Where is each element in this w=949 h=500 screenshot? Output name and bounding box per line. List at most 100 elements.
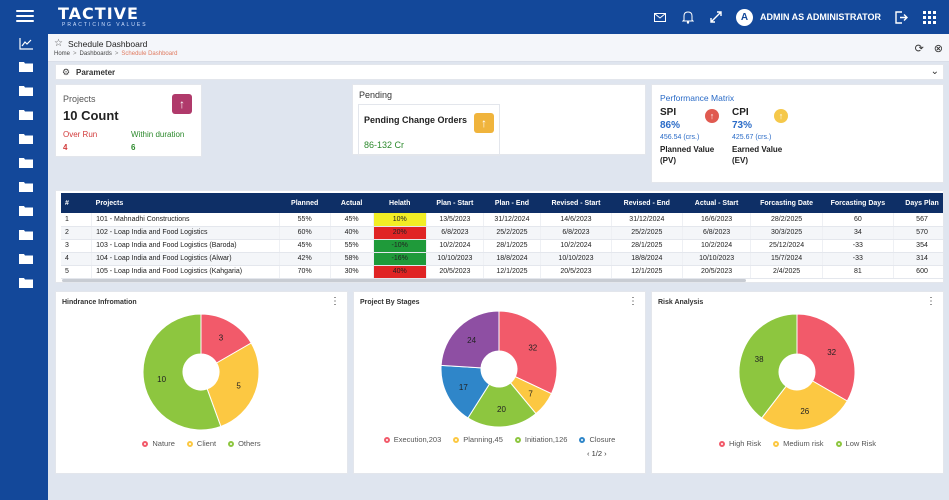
parameter-panel[interactable]: ⚙ Parameter ⌄: [55, 64, 944, 80]
donut-slice-low-risk[interactable]: [738, 313, 798, 419]
column-header[interactable]: Forcasting Date: [750, 193, 823, 213]
donut-value-label: 24: [467, 336, 476, 345]
chevron-left-icon[interactable]: ‹: [587, 449, 590, 458]
folder-icon[interactable]: [19, 277, 33, 288]
table-cell: 20/5/2023: [540, 265, 612, 279]
legend-label: Closure: [589, 435, 616, 444]
legend-label: Initiation,126: [524, 435, 568, 444]
table-cell: 6/8/2023: [682, 226, 752, 240]
table-row[interactable]: 1 101 - Mahnadhi Constructions 55% 45% 1…: [61, 213, 943, 227]
cpi-block: CPI 73% 425.67 (crs.) Earned Value (EV): [732, 107, 812, 166]
folder-icon[interactable]: [19, 61, 33, 72]
legend-item[interactable]: Nature: [142, 439, 175, 448]
menu-icon[interactable]: [16, 10, 34, 22]
chevron-down-icon[interactable]: ⌄: [930, 66, 939, 77]
column-header[interactable]: #: [61, 193, 92, 213]
avatar[interactable]: A: [736, 8, 753, 26]
table-row[interactable]: 2 102 - Loap India and Food Logistics 60…: [61, 226, 943, 240]
arrow-up-icon[interactable]: ↑: [172, 94, 192, 114]
table-cell: 30%: [330, 265, 374, 279]
more-vertical-icon[interactable]: ⋮: [330, 296, 340, 307]
column-header[interactable]: Planned: [279, 193, 331, 213]
refresh-icon[interactable]: ⟳: [914, 43, 924, 55]
user-name[interactable]: ADMIN AS ADMINISTRATOR: [760, 12, 881, 22]
legend-item[interactable]: Planning,45: [453, 435, 503, 444]
legend-item[interactable]: Closure: [579, 435, 615, 444]
table-row[interactable]: 5 105 - Loap India and Food Logistics (K…: [61, 265, 943, 279]
arrow-up-icon[interactable]: ↑: [474, 113, 494, 133]
within-duration-value: 6: [131, 143, 136, 152]
bell-icon[interactable]: [680, 9, 696, 25]
logo-tagline: PRACTICING VALUES: [62, 22, 148, 28]
legend-item[interactable]: Initiation,126: [514, 435, 568, 444]
table-cell: 10/2/2024: [682, 239, 752, 253]
folder-icon[interactable]: [19, 205, 33, 216]
column-header[interactable]: Projects: [91, 193, 280, 213]
table-row[interactable]: 4 104 - Loap India and Food Logistics (A…: [61, 252, 943, 266]
arrow-up-icon[interactable]: ↑: [774, 109, 788, 123]
column-header[interactable]: Plan - Start: [426, 193, 484, 213]
column-header[interactable]: Forcasting Days: [822, 193, 894, 213]
column-header[interactable]: Plan - End: [483, 193, 541, 213]
legend-label: Execution,203: [393, 435, 442, 444]
arrow-up-icon[interactable]: ↑: [705, 109, 719, 123]
star-icon[interactable]: ☆: [54, 38, 63, 49]
breadcrumb-home[interactable]: Home: [54, 51, 71, 57]
donut-slice-others[interactable]: [142, 313, 222, 431]
folder-icon[interactable]: [19, 109, 33, 120]
donut-slice-other[interactable]: [440, 310, 500, 369]
mail-icon[interactable]: [652, 9, 668, 25]
performance-matrix-card: Performance Matrix SPI 86% 456.54 (crs.)…: [651, 84, 944, 183]
page-header: ☆ Schedule Dashboard Home > Dashboards > Sch…: [48, 34, 949, 62]
folder-icon[interactable]: [19, 133, 33, 144]
folder-icon[interactable]: [19, 85, 33, 96]
donut-slice-initiation[interactable]: [467, 382, 537, 428]
more-vertical-icon[interactable]: ⋮: [628, 296, 638, 307]
folder-icon[interactable]: [19, 253, 33, 264]
donut-value-label: 38: [755, 355, 764, 364]
column-header[interactable]: Days Plan: [893, 193, 943, 213]
table-scrollbar[interactable]: [62, 279, 746, 282]
donut-slice-high-risk[interactable]: [796, 313, 856, 402]
table-row[interactable]: 3 103 - Loap India and Food Logistics (B…: [61, 239, 943, 253]
donut-slice-client[interactable]: [206, 342, 260, 428]
column-header[interactable]: Actual: [330, 193, 374, 213]
legend-item[interactable]: Others: [228, 439, 261, 448]
legend-label: Nature: [152, 439, 175, 448]
apps-grid-icon[interactable]: [921, 9, 937, 25]
health-cell: 20%: [373, 226, 427, 240]
legend-item[interactable]: Client: [186, 439, 216, 448]
legend-item[interactable]: Low Risk: [835, 439, 876, 448]
column-header[interactable]: Revised - Start: [540, 193, 612, 213]
hindrance-chart-card: Hindrance Infromation ⋮ 3 5 10 Nature Clie…: [55, 291, 348, 474]
folder-icon[interactable]: [19, 157, 33, 168]
folder-icon[interactable]: [19, 229, 33, 240]
pending-change-orders-tile[interactable]: Pending Change Orders ↑ 86-132 Cr: [358, 104, 500, 156]
health-cell: -16%: [373, 252, 427, 266]
folder-icon[interactable]: [19, 181, 33, 192]
legend-item[interactable]: Medium risk: [773, 439, 824, 448]
cpi-amount: 425.67 (crs.): [732, 134, 772, 141]
table-cell: 567: [893, 213, 943, 227]
more-vertical-icon[interactable]: ⋮: [926, 296, 936, 307]
legend-item[interactable]: Execution,203: [383, 435, 442, 444]
chart-icon[interactable]: [19, 38, 33, 50]
column-header[interactable]: Helath: [373, 193, 427, 213]
chevron-right-icon[interactable]: ›: [604, 449, 607, 458]
table-cell: 34: [822, 226, 895, 240]
cpi-label: CPI: [732, 107, 749, 118]
column-header[interactable]: Actual - Start: [682, 193, 751, 213]
legend-item[interactable]: High Risk: [719, 439, 761, 448]
column-header[interactable]: Revised - End: [611, 193, 683, 213]
expand-icon[interactable]: [708, 9, 724, 25]
donut-value-label: 7: [528, 390, 533, 399]
close-icon[interactable]: ⊗: [933, 43, 943, 55]
table-cell: 4: [61, 252, 93, 266]
breadcrumb-dashboards[interactable]: Dashboards: [79, 51, 112, 57]
table-cell: 18/8/2024: [483, 252, 541, 266]
donut-slice-medium-risk[interactable]: [760, 380, 848, 431]
logout-icon[interactable]: [893, 9, 909, 25]
donut-slice-execution[interactable]: [498, 310, 558, 395]
table-cell: 314: [893, 252, 943, 266]
logo[interactable]: TACTIVE PRACTICING VALUES: [58, 5, 148, 28]
